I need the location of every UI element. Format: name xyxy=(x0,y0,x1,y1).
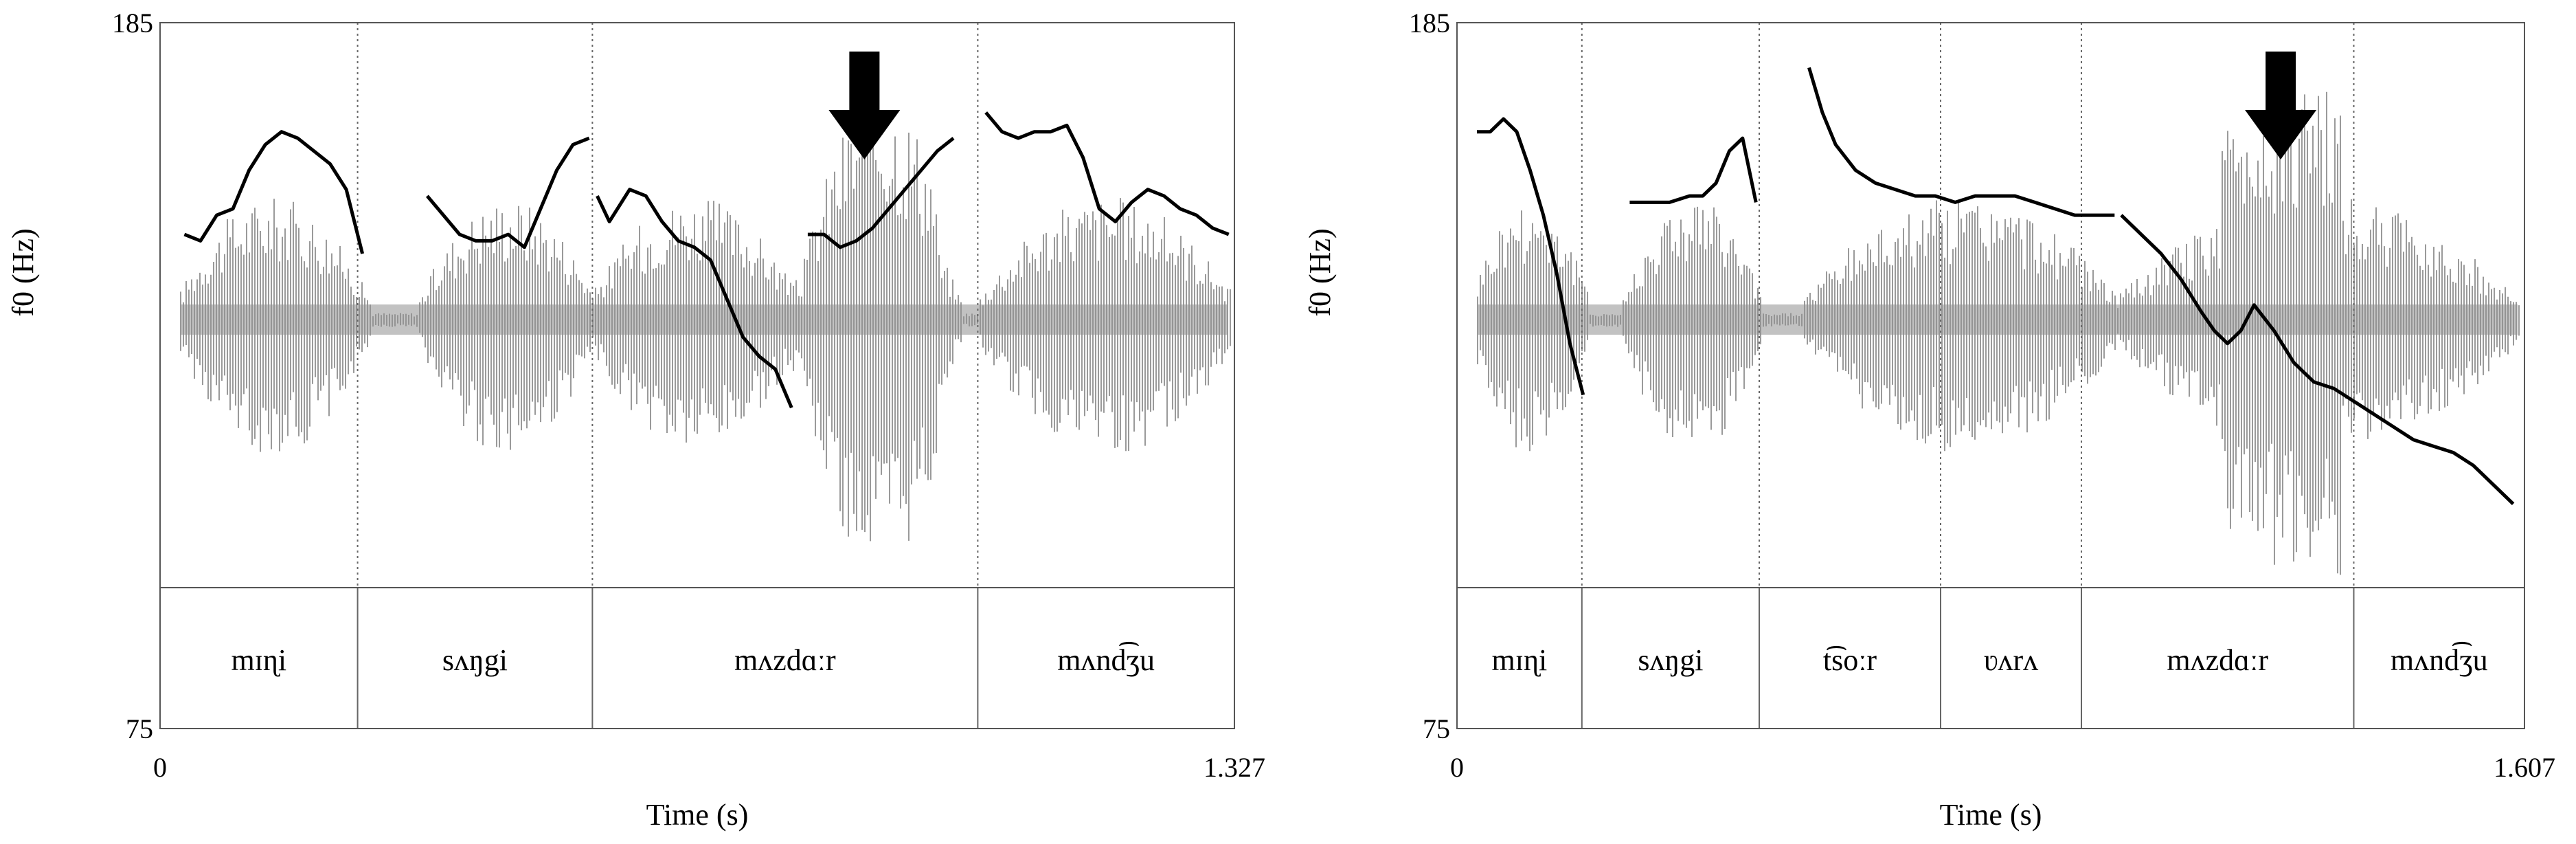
f0-series-line xyxy=(2120,214,2515,505)
waveform-core xyxy=(1478,304,2518,335)
right-focus-arrow-icon xyxy=(2245,52,2317,159)
left-x-tick-start: 0 xyxy=(153,752,167,783)
tier-label: mɪɳi xyxy=(1492,643,1548,677)
left-pitch-panel: mɪɳi sʌŋgi mʌzdɑːr mʌnd͡ʒu 185 75 0 1.327 T… xyxy=(6,8,1265,832)
right-segment-dividers xyxy=(1581,23,2355,729)
f0-series-line xyxy=(425,136,590,249)
tier-label: sʌŋgi xyxy=(442,643,508,677)
right-x-tick-start: 0 xyxy=(1450,752,1464,783)
right-y-tick-max: 185 xyxy=(1409,8,1450,38)
right-plot-frame xyxy=(1456,22,2525,729)
f0-series-line xyxy=(1477,117,1585,396)
right-tier-labels: mɪɳi sʌŋgi t͡soːr ʋʌrʌ mʌzdɑːr mʌnd͡ʒu xyxy=(1492,642,2488,677)
left-segment-dividers xyxy=(357,23,979,729)
f0-series-line xyxy=(984,111,1230,236)
tier-label: t͡soːr xyxy=(1823,643,1877,677)
f0-series-line xyxy=(596,188,793,409)
left-y-tick-max: 185 xyxy=(112,8,153,38)
f0-series-line xyxy=(1629,136,1758,204)
left-plot-frame xyxy=(159,22,1235,729)
tier-label: mʌnd͡ʒu xyxy=(2391,642,2488,677)
left-x-tick-end: 1.327 xyxy=(1204,752,1265,783)
f0-series-line xyxy=(1807,67,2115,217)
right-f0-contour xyxy=(1477,67,2515,505)
tier-label: mʌnd͡ʒu xyxy=(1057,642,1155,677)
left-y-tick-min: 75 xyxy=(126,713,153,744)
tier-label: mʌzdɑːr xyxy=(734,643,836,677)
tier-label: mʌzdɑːr xyxy=(2167,643,2268,677)
right-y-axis-label: f0 (Hz) xyxy=(1303,228,1337,316)
right-x-tick-end: 1.607 xyxy=(2494,752,2555,783)
left-tier-labels: mɪɳi sʌŋgi mʌzdɑːr mʌnd͡ʒu xyxy=(231,642,1155,677)
tier-label: mɪɳi xyxy=(231,643,286,677)
left-x-axis-label: Time (s) xyxy=(646,798,749,832)
waveform-core xyxy=(181,304,1228,335)
right-waveform xyxy=(1477,91,2520,575)
left-y-axis-label: f0 (Hz) xyxy=(6,228,40,316)
f0-series-line xyxy=(183,130,365,254)
f0-series-line xyxy=(807,137,955,249)
right-pitch-panel: mɪɳi sʌŋgi t͡soːr ʋʌrʌ mʌzdɑːr mʌnd͡ʒu 185 75… xyxy=(1303,8,2555,832)
tier-label: sʌŋgi xyxy=(1638,643,1703,677)
tier-label: ʋʌrʌ xyxy=(1984,643,2038,677)
right-y-tick-min: 75 xyxy=(1423,713,1450,744)
right-x-axis-label: Time (s) xyxy=(1940,798,2042,832)
left-focus-arrow-icon xyxy=(828,52,901,159)
left-waveform xyxy=(180,88,1231,542)
left-f0-contour xyxy=(183,111,1230,409)
